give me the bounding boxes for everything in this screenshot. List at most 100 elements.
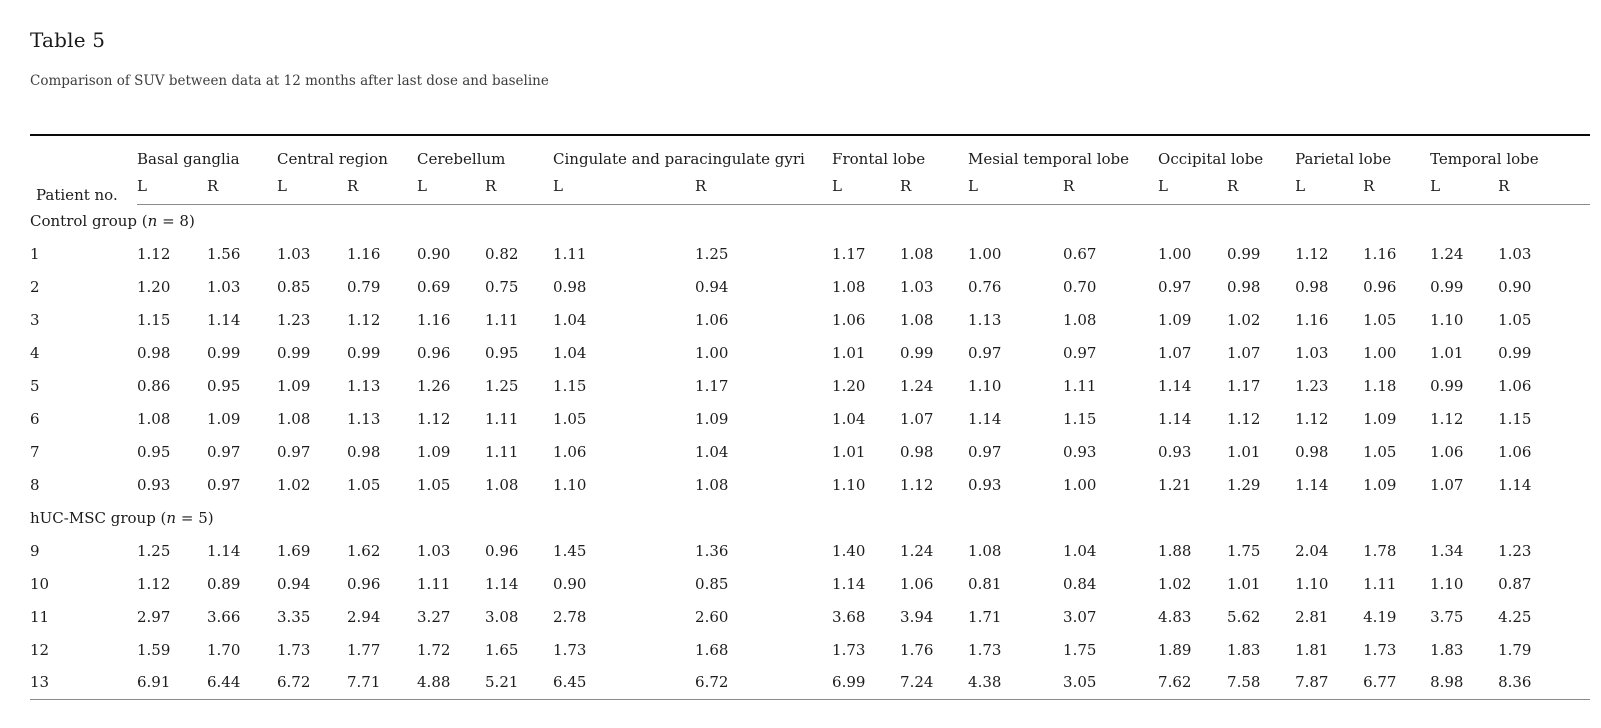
region-header-frontal-lobe: Frontal lobe xyxy=(832,150,926,168)
suv-value-cell: 1.02 xyxy=(1227,310,1261,329)
suv-value-cell: 1.00 xyxy=(968,244,1002,263)
suv-value-cell: 1.00 xyxy=(1363,343,1397,362)
patient-number-cell: 6 xyxy=(30,409,40,428)
suv-comparison-table: Patient no. Basal ganglia Central region… xyxy=(30,134,1590,700)
group-header-row: Control group (n = 8) xyxy=(30,204,1590,237)
hemisphere-right-header: R xyxy=(207,168,277,205)
suv-value-cell: 1.04 xyxy=(832,409,866,428)
hemisphere-right-header: R xyxy=(347,168,418,205)
suv-value-cell: 1.75 xyxy=(1063,640,1097,659)
suv-value-cell: 1.16 xyxy=(1295,310,1329,329)
suv-value-cell: 1.14 xyxy=(1295,475,1329,494)
suv-value-cell: 2.81 xyxy=(1295,607,1329,626)
suv-value-cell: 0.97 xyxy=(1063,343,1097,362)
suv-value-cell: 1.09 xyxy=(695,409,729,428)
suv-value-cell: 2.97 xyxy=(137,607,171,626)
suv-value-cell: 1.08 xyxy=(277,409,311,428)
suv-value-cell: 1.01 xyxy=(1227,574,1261,593)
suv-value-cell: 1.10 xyxy=(1295,574,1329,593)
suv-value-cell: 1.08 xyxy=(1063,310,1097,329)
suv-value-cell: 1.02 xyxy=(1158,574,1192,593)
suv-value-cell: 1.70 xyxy=(207,640,241,659)
suv-value-cell: 4.38 xyxy=(968,673,1002,692)
patient-data-row: 12 1.59 1.70 1.73 1.77 1.72 1.65 1.73 1.68 1.73 1.… xyxy=(30,633,1590,666)
suv-value-cell: 1.10 xyxy=(832,475,866,494)
suv-value-cell: 1.11 xyxy=(417,574,451,593)
suv-value-cell: 0.95 xyxy=(137,442,171,461)
patient-data-row: 13 6.91 6.44 6.72 7.71 4.88 5.21 6.45 6.72 6.99 7.… xyxy=(30,666,1590,699)
suv-value-cell: 1.36 xyxy=(695,541,729,560)
patient-number-cell: 8 xyxy=(30,475,40,494)
suv-table-body: Control group (n = 8) 1 1.12 1.56 1.03 1.16 0.… xyxy=(30,204,1590,699)
suv-value-cell: 0.90 xyxy=(417,244,451,263)
suv-value-cell: 1.03 xyxy=(1295,343,1329,362)
suv-value-cell: 1.21 xyxy=(1158,475,1192,494)
suv-value-cell: 6.72 xyxy=(277,673,311,692)
suv-value-cell: 1.05 xyxy=(417,475,451,494)
suv-value-cell: 0.99 xyxy=(1498,343,1532,362)
suv-value-cell: 1.45 xyxy=(553,541,587,560)
suv-value-cell: 2.94 xyxy=(347,607,381,626)
suv-value-cell: 1.25 xyxy=(137,541,171,560)
suv-value-cell: 1.05 xyxy=(347,475,381,494)
suv-value-cell: 4.19 xyxy=(1363,607,1397,626)
suv-value-cell: 7.58 xyxy=(1227,673,1261,692)
suv-value-cell: 1.12 xyxy=(137,244,171,263)
suv-value-cell: 0.98 xyxy=(553,277,587,296)
hemisphere-left-header: L xyxy=(417,168,486,205)
suv-value-cell: 1.12 xyxy=(1227,409,1261,428)
suv-value-cell: 1.68 xyxy=(695,640,729,659)
suv-value-cell: 1.01 xyxy=(1227,442,1261,461)
patient-number-cell: 5 xyxy=(30,376,40,395)
suv-value-cell: 1.10 xyxy=(1430,310,1464,329)
suv-value-cell: 0.96 xyxy=(1363,277,1397,296)
hemisphere-right-header: R xyxy=(1063,168,1159,205)
table-caption: Comparison of SUV between data at 12 mon… xyxy=(30,73,549,89)
suv-value-cell: 1.12 xyxy=(347,310,381,329)
suv-value-cell: 3.68 xyxy=(832,607,866,626)
patient-data-row: 2 1.20 1.03 0.85 0.79 0.69 0.75 0.98 0.94 1.08 1.0… xyxy=(30,270,1590,303)
region-header-basal-ganglia: Basal ganglia xyxy=(137,150,240,168)
suv-value-cell: 0.99 xyxy=(207,343,241,362)
suv-value-cell: 0.85 xyxy=(277,277,311,296)
suv-value-cell: 0.95 xyxy=(207,376,241,395)
suv-value-cell: 1.12 xyxy=(1295,409,1329,428)
suv-value-cell: 0.76 xyxy=(968,277,1002,296)
suv-value-cell: 0.97 xyxy=(277,442,311,461)
suv-value-cell: 1.07 xyxy=(1227,343,1261,362)
suv-value-cell: 1.10 xyxy=(968,376,1002,395)
patient-number-cell: 4 xyxy=(30,343,40,362)
suv-value-cell: 1.11 xyxy=(485,310,519,329)
suv-value-cell: 0.99 xyxy=(1430,277,1464,296)
suv-value-cell: 3.66 xyxy=(207,607,241,626)
hemisphere-right-header: R xyxy=(1498,168,1590,205)
suv-value-cell: 0.98 xyxy=(1227,277,1261,296)
patient-data-row: 7 0.95 0.97 0.97 0.98 1.09 1.11 1.06 1.04 1.01 0.9… xyxy=(30,435,1590,468)
suv-value-cell: 1.20 xyxy=(137,277,171,296)
suv-value-cell: 0.69 xyxy=(417,277,451,296)
suv-value-cell: 2.60 xyxy=(695,607,729,626)
suv-value-cell: 1.14 xyxy=(1158,409,1192,428)
patient-number-cell: 12 xyxy=(30,640,50,659)
suv-value-cell: 1.07 xyxy=(1158,343,1192,362)
suv-value-cell: 1.05 xyxy=(1498,310,1532,329)
suv-value-cell: 1.12 xyxy=(137,574,171,593)
suv-value-cell: 0.97 xyxy=(207,475,241,494)
suv-value-cell: 1.00 xyxy=(1158,244,1192,263)
suv-value-cell: 1.04 xyxy=(553,343,587,362)
suv-value-cell: 1.56 xyxy=(207,244,241,263)
suv-value-cell: 1.73 xyxy=(968,640,1002,659)
suv-value-cell: 1.15 xyxy=(553,376,587,395)
suv-value-cell: 1.04 xyxy=(553,310,587,329)
suv-value-cell: 1.14 xyxy=(207,310,241,329)
suv-value-cell: 3.07 xyxy=(1063,607,1097,626)
suv-value-cell: 1.15 xyxy=(1063,409,1097,428)
suv-value-cell: 0.85 xyxy=(695,574,729,593)
suv-value-cell: 2.04 xyxy=(1295,541,1329,560)
suv-value-cell: 1.09 xyxy=(1363,409,1397,428)
hemisphere-left-header: L xyxy=(1430,168,1499,205)
hemisphere-left-header: L xyxy=(137,168,207,205)
suv-value-cell: 1.06 xyxy=(832,310,866,329)
suv-value-cell: 1.12 xyxy=(1430,409,1464,428)
